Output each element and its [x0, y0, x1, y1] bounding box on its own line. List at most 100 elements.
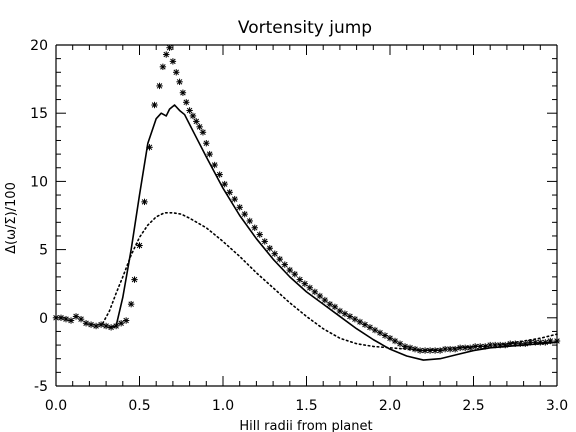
asterisk-point: [92, 322, 100, 330]
asterisk-point: [271, 250, 278, 257]
asterisk-point: [62, 315, 70, 323]
asterisk-point: [396, 340, 404, 347]
asterisk-point: [107, 324, 115, 331]
asterisk-point: [189, 112, 197, 120]
x-tick-label: 0.0: [45, 398, 67, 414]
asterisk-point: [186, 107, 193, 114]
asterisk-point: [446, 345, 454, 353]
asterisk-point: [451, 345, 459, 353]
axes-layer: 0.0 0.5 1.0 1.5 2.0 2.5 3.0 -5 0 5 10 15 20: [30, 38, 568, 414]
asterisk-point: [193, 118, 200, 125]
asterisk-point: [226, 189, 233, 196]
asterisk-point: [221, 180, 228, 188]
asterisk-point: [169, 58, 177, 65]
asterisk-point: [97, 321, 105, 328]
asterisk-point: [381, 332, 389, 339]
solid-series-0: [108, 104, 558, 361]
asterisk-point: [261, 238, 268, 245]
asterisk-point: [316, 292, 324, 300]
asterisk-point: [127, 300, 135, 308]
asterisk-point: [321, 296, 329, 304]
asterisk-point: [112, 322, 120, 330]
x-tick-label: 2.5: [462, 398, 484, 414]
asterisk-point: [276, 255, 283, 263]
asterisk-point: [351, 315, 359, 323]
asterisk-point: [527, 339, 534, 346]
asterisk-point: [401, 343, 409, 350]
asterisk-point: [151, 101, 158, 109]
x-tick-label: 1.5: [295, 398, 317, 414]
asterisk-point: [241, 210, 248, 218]
asterisk-point: [236, 204, 243, 211]
asterisk-point: [211, 161, 218, 169]
asterisk-point: [163, 51, 170, 58]
asterisk-point: [421, 347, 429, 354]
asterisk-point: [216, 171, 223, 178]
asterisk-point: [356, 318, 364, 326]
asterisk-point: [87, 321, 95, 328]
asterisk-point: [376, 329, 384, 337]
chart-title: Vortensity jump: [238, 18, 372, 38]
asterisk-point: [102, 322, 110, 330]
asterisk-point: [311, 288, 319, 296]
asterisk-point: [203, 140, 210, 147]
asterisk-point: [206, 150, 213, 158]
asterisk-point: [306, 284, 314, 291]
y-tick-label: -5: [34, 379, 48, 395]
x-tick-label: 2.0: [379, 398, 401, 414]
asterisk-point: [371, 326, 379, 334]
asterisk-point: [122, 317, 130, 324]
asterisk-point: [391, 337, 399, 345]
asterisk-point: [502, 341, 509, 349]
asterisk-point: [72, 313, 80, 320]
asterisk-point: [231, 195, 238, 203]
asterisk-point: [77, 315, 85, 323]
y-tick-label: 0: [39, 311, 48, 327]
asterisk-point: [492, 341, 499, 349]
asterisk-point: [296, 276, 304, 283]
y-tick-label: 15: [30, 106, 48, 122]
asterisk-point: [173, 69, 180, 76]
asterisk-point: [366, 324, 374, 331]
asterisk-point: [199, 129, 207, 136]
asterisk-point: [466, 344, 474, 352]
x-tick-label: 0.5: [128, 398, 150, 414]
asterisk-point: [136, 242, 143, 249]
asterisk-point: [179, 89, 187, 96]
asterisk-point: [146, 144, 153, 151]
asterisk-point: [386, 335, 394, 342]
asterisk-point: [176, 78, 183, 86]
asterisk-point: [436, 347, 444, 354]
asterisk-point: [131, 276, 138, 283]
asterisk-point: [497, 341, 504, 349]
x-axis-label: Hill radii from planet: [239, 419, 372, 432]
asterisk-point: [301, 280, 309, 287]
y-tick-label: 5: [39, 243, 48, 259]
asterisk-point: [406, 344, 414, 352]
asterisk-point: [67, 317, 75, 324]
asterisk-point: [246, 217, 253, 225]
asterisk-point: [326, 300, 334, 308]
asterisk-point: [159, 63, 167, 71]
asterisk-point: [266, 245, 273, 252]
asterisk-point: [336, 307, 344, 315]
asterisk-point: [481, 343, 489, 350]
asterisk-point: [251, 224, 258, 231]
y-tick-label: 10: [30, 174, 48, 190]
asterisk-series: [52, 44, 561, 354]
dotted-series-1: [101, 211, 558, 352]
asterisk-point: [341, 310, 349, 317]
asterisk-point: [522, 340, 529, 347]
asterisk-point: [291, 270, 299, 278]
asterisk-point: [141, 198, 148, 206]
plot-area: [52, 44, 561, 361]
asterisk-point: [346, 313, 354, 320]
asterisk-point: [82, 320, 90, 327]
asterisk-point: [547, 337, 554, 345]
asterisk-point: [361, 321, 369, 328]
x-tick-label: 1.0: [212, 398, 234, 414]
asterisk-point: [156, 82, 163, 90]
asterisk-point: [286, 266, 293, 274]
